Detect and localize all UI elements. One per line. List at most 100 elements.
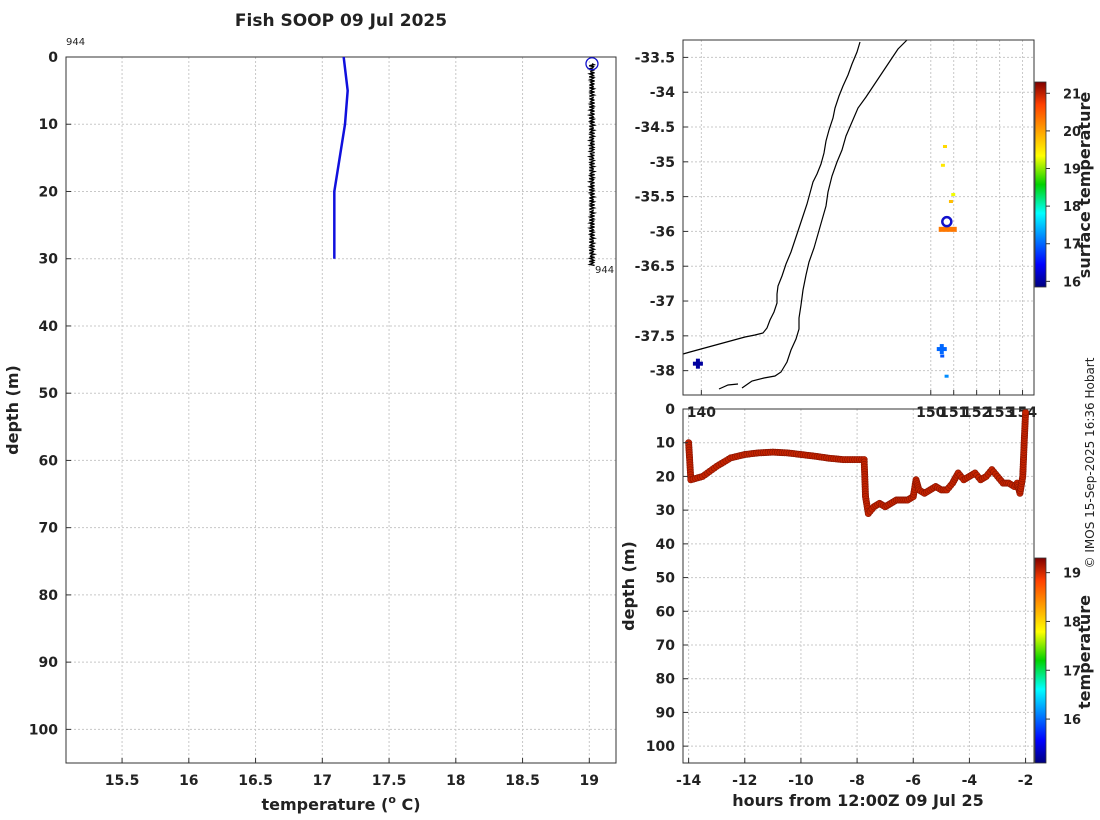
profile-x-tick-label: 17.5: [372, 773, 407, 789]
track-y-tick-label: 80: [656, 672, 676, 688]
track-x-tick-label: -4: [962, 773, 978, 789]
track-cb-tick-label: 16: [1063, 713, 1081, 728]
map-point: [951, 193, 956, 197]
profile-y-tick-label: 70: [39, 521, 59, 537]
map-colorbar: [1034, 81, 1047, 288]
coast-fragment: [718, 383, 739, 390]
map-cb-tick-label: 21: [1063, 87, 1081, 102]
profile-x-tick-label: 17: [313, 773, 332, 789]
track-y-tick-label: 0: [665, 402, 675, 418]
map-cb-tick-label: 16: [1063, 275, 1081, 290]
profile-panel: 15.5 16 16.5 17 17.5 18 18.5 19 0 10 20 30 40 50 60 70…: [3, 37, 617, 814]
profile-bottom-label: 944: [595, 265, 614, 276]
profile-x-tick-label: 16.5: [238, 773, 273, 789]
track-y-ticks: 0 10 20 30 40 50 60 70 80 90 100: [646, 402, 688, 755]
map-point: [940, 163, 945, 167]
track-y-tick-label: 60: [656, 604, 676, 620]
track-x-tick-label: -14: [676, 773, 702, 789]
profile-x-ticks: 15.5 16 16.5 17 17.5 18 18.5 19: [105, 758, 599, 789]
track-colorbar-label: temperature: [1075, 595, 1094, 709]
profile-xlabel-sup: o: [388, 793, 396, 806]
track-x-axis-label: hours from 12:00Z 09 Jul 25: [732, 791, 983, 810]
map-y-tick-label: -36.5: [635, 259, 675, 275]
trace-line: [586, 63, 598, 267]
track-y-tick-label: 70: [656, 638, 676, 654]
track-x-tick-label: -8: [849, 773, 865, 789]
map-cb-tick-label: 19: [1063, 163, 1081, 178]
profile-y-tick-label: 80: [39, 588, 59, 604]
profile-frame: [65, 56, 617, 764]
profile-y-tick-label: 100: [29, 722, 58, 738]
track-point: [1022, 408, 1030, 416]
map-point: [940, 354, 945, 358]
track-y-tick-label: 100: [646, 739, 675, 755]
track-cb-tick-label: 19: [1063, 567, 1081, 582]
profile-grid: [66, 56, 616, 763]
map-y-tick-label: -35.5: [635, 190, 675, 206]
map-x-tick-label: 140: [687, 405, 716, 421]
map-point-plus: [936, 344, 947, 355]
map-y-tick-label: -35: [650, 155, 675, 171]
map-grid: [683, 40, 1034, 395]
figure-title: Fish SOOP 09 Jul 2025: [235, 11, 447, 31]
track-cb-tick-label: 18: [1063, 615, 1081, 630]
map-y-tick-label: -37: [650, 294, 675, 310]
map-cb-tick-label: 20: [1063, 125, 1081, 140]
profile-x-tick-label: 15.5: [105, 773, 140, 789]
profile-xlabel-main: temperature (: [261, 795, 388, 814]
map-y-tick-label: -33.5: [635, 50, 675, 66]
profile-series: [333, 56, 599, 267]
map-point-bar: [938, 226, 957, 232]
surface-marker: [585, 57, 599, 71]
track-y-tick-label: 90: [656, 705, 676, 721]
map-point: [948, 199, 953, 203]
track-x-tick-label: -6: [905, 773, 921, 789]
track-x-ticks: -14 -12 -10 -8 -6 -4 -2: [676, 758, 1033, 789]
track-series: [685, 408, 1030, 518]
profile-x-tick-label: 18.5: [505, 773, 540, 789]
map-panel: 140150151152153154 -33.5-34-34.5-35-35.5…: [635, 39, 1094, 421]
track-y-tick-label: 30: [656, 503, 676, 519]
track-y-tick-label: 20: [656, 469, 676, 485]
track-y-tick-label: 10: [656, 436, 676, 452]
map-point-plus: [692, 358, 703, 369]
profile-y-ticks: 0 10 20 30 40 50 60 70 80 90 100: [29, 50, 71, 738]
profile-y-axis-label: depth (m): [3, 365, 22, 455]
map-cb-tick-label: 18: [1063, 200, 1081, 215]
map-y-tick-label: -38: [650, 364, 675, 380]
profile-y-tick-label: 0: [48, 50, 58, 66]
depth-track-panel: -14 -12 -10 -8 -6 -4 -2 0 10 20 30 40 50 60 70 80 90 100…: [619, 402, 1094, 810]
profile-y-tick-label: 90: [39, 655, 59, 671]
map-colorbar-label: surface temperature: [1075, 92, 1094, 279]
map-y-tick-label: -34.5: [635, 120, 675, 136]
profile-y-tick-label: 30: [39, 252, 59, 268]
profile-y-tick-label: 20: [39, 184, 59, 200]
profile-y-tick-label: 50: [39, 386, 59, 402]
map-cb-tick-label: 17: [1063, 238, 1081, 253]
track-x-tick-label: -12: [732, 773, 757, 789]
track-x-tick-label: -2: [1018, 773, 1034, 789]
map-frame: [682, 39, 1035, 396]
station-marker: [941, 215, 953, 228]
track-frame: [682, 408, 1035, 764]
map-y-tick-label: -36: [650, 224, 675, 240]
track-colorbar: [1034, 557, 1047, 764]
profile-x-tick-label: 16: [179, 773, 198, 789]
map-y-tick-label: -34: [650, 85, 676, 101]
profile-top-label: 944: [66, 37, 85, 48]
map-point: [942, 145, 947, 148]
track-cb-tick-label: 17: [1063, 664, 1081, 679]
shelf-contour: [741, 39, 908, 389]
profile-xlabel-tail: C): [396, 795, 421, 814]
map-y-tick-label: -37.5: [635, 329, 675, 345]
track-y-axis-label: depth (m): [619, 541, 638, 631]
profile-y-tick-label: 40: [39, 319, 59, 335]
profile-y-tick-label: 60: [39, 453, 59, 469]
track-x-tick-label: -10: [788, 773, 814, 789]
coastline: [682, 41, 861, 355]
map-points: [692, 145, 957, 378]
profile-y-tick-label: 10: [39, 117, 59, 133]
profile-x-tick-label: 19: [580, 773, 599, 789]
track-y-tick-label: 50: [656, 571, 676, 587]
